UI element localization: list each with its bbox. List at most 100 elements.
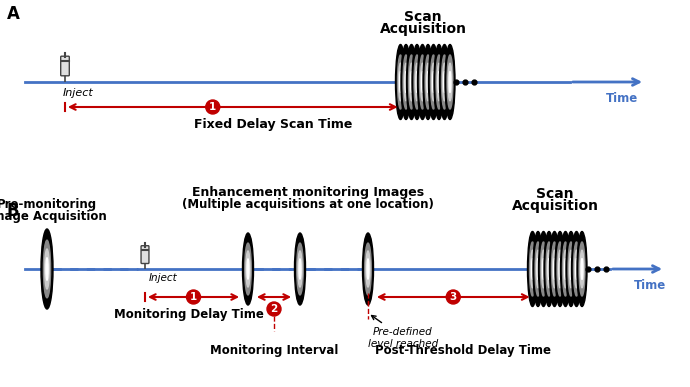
Ellipse shape [447, 55, 453, 109]
Ellipse shape [566, 231, 576, 307]
Text: 1: 1 [190, 292, 197, 302]
Ellipse shape [559, 259, 561, 279]
Text: Acquisition: Acquisition [380, 22, 466, 36]
Ellipse shape [549, 231, 560, 307]
Ellipse shape [366, 251, 370, 287]
Ellipse shape [400, 72, 402, 92]
Ellipse shape [577, 231, 587, 307]
Ellipse shape [538, 231, 549, 307]
Ellipse shape [436, 55, 442, 109]
Ellipse shape [432, 63, 435, 101]
Ellipse shape [579, 242, 585, 296]
Ellipse shape [562, 242, 569, 296]
Text: 3: 3 [450, 292, 457, 302]
Ellipse shape [433, 72, 435, 92]
Ellipse shape [417, 45, 428, 120]
Ellipse shape [41, 229, 53, 309]
Ellipse shape [448, 63, 452, 101]
Ellipse shape [544, 231, 554, 307]
Text: Image Acquisition: Image Acquisition [0, 210, 106, 223]
Ellipse shape [45, 249, 49, 289]
Ellipse shape [362, 233, 373, 305]
Ellipse shape [438, 72, 440, 92]
Ellipse shape [405, 72, 407, 92]
Ellipse shape [527, 231, 538, 307]
Text: Scan: Scan [536, 187, 574, 201]
Ellipse shape [246, 251, 250, 287]
Ellipse shape [43, 240, 50, 298]
Ellipse shape [442, 55, 448, 109]
Ellipse shape [537, 259, 539, 279]
Ellipse shape [575, 250, 578, 288]
Ellipse shape [568, 242, 574, 296]
Ellipse shape [531, 259, 533, 279]
Ellipse shape [431, 55, 437, 109]
Ellipse shape [404, 63, 408, 101]
Ellipse shape [564, 259, 566, 279]
Ellipse shape [397, 55, 404, 109]
Ellipse shape [416, 72, 418, 92]
Ellipse shape [46, 258, 48, 280]
Ellipse shape [547, 250, 551, 288]
Text: Time: Time [606, 92, 638, 105]
Ellipse shape [395, 45, 406, 120]
Ellipse shape [575, 259, 578, 279]
Text: B: B [7, 202, 19, 220]
Text: Enhancement monitoring Images: Enhancement monitoring Images [192, 186, 424, 199]
Text: A: A [7, 5, 20, 23]
Ellipse shape [440, 45, 449, 120]
Ellipse shape [557, 242, 563, 296]
Ellipse shape [546, 242, 552, 296]
Circle shape [267, 302, 281, 316]
Ellipse shape [299, 259, 301, 279]
Circle shape [446, 290, 460, 304]
Ellipse shape [434, 45, 444, 120]
Ellipse shape [535, 242, 541, 296]
Ellipse shape [247, 259, 249, 279]
Circle shape [186, 290, 201, 304]
Ellipse shape [295, 233, 306, 305]
Text: Fixed Delay Scan Time: Fixed Delay Scan Time [194, 118, 352, 131]
Ellipse shape [533, 231, 543, 307]
FancyBboxPatch shape [61, 56, 69, 76]
Ellipse shape [531, 250, 534, 288]
Ellipse shape [410, 63, 413, 101]
Ellipse shape [365, 243, 371, 295]
Ellipse shape [420, 55, 426, 109]
Ellipse shape [553, 259, 555, 279]
Ellipse shape [555, 231, 565, 307]
Ellipse shape [573, 242, 580, 296]
Ellipse shape [426, 63, 430, 101]
Text: Scan: Scan [404, 10, 442, 24]
Ellipse shape [580, 250, 584, 288]
Ellipse shape [298, 251, 302, 287]
Ellipse shape [399, 63, 402, 101]
Ellipse shape [423, 45, 433, 120]
Ellipse shape [571, 231, 582, 307]
Ellipse shape [529, 242, 535, 296]
Text: Inject: Inject [149, 273, 178, 283]
Text: Monitoring Interval: Monitoring Interval [210, 344, 338, 357]
Ellipse shape [414, 55, 420, 109]
Ellipse shape [542, 250, 545, 288]
Ellipse shape [564, 250, 567, 288]
Text: Inject: Inject [63, 88, 94, 98]
Ellipse shape [408, 55, 415, 109]
Ellipse shape [553, 250, 556, 288]
Ellipse shape [411, 72, 413, 92]
Ellipse shape [581, 259, 583, 279]
Ellipse shape [540, 242, 546, 296]
Text: Pre-defined
level reached: Pre-defined level reached [368, 315, 438, 349]
Ellipse shape [412, 45, 422, 120]
Ellipse shape [445, 45, 455, 120]
Ellipse shape [442, 63, 446, 101]
Ellipse shape [242, 233, 253, 305]
Text: 2: 2 [270, 304, 277, 314]
Text: Acquisition: Acquisition [511, 199, 598, 213]
Text: (Multiple acquisitions at one location): (Multiple acquisitions at one location) [182, 198, 434, 211]
Ellipse shape [245, 243, 251, 295]
Ellipse shape [569, 250, 573, 288]
Ellipse shape [536, 250, 540, 288]
Ellipse shape [427, 72, 429, 92]
Ellipse shape [428, 45, 439, 120]
